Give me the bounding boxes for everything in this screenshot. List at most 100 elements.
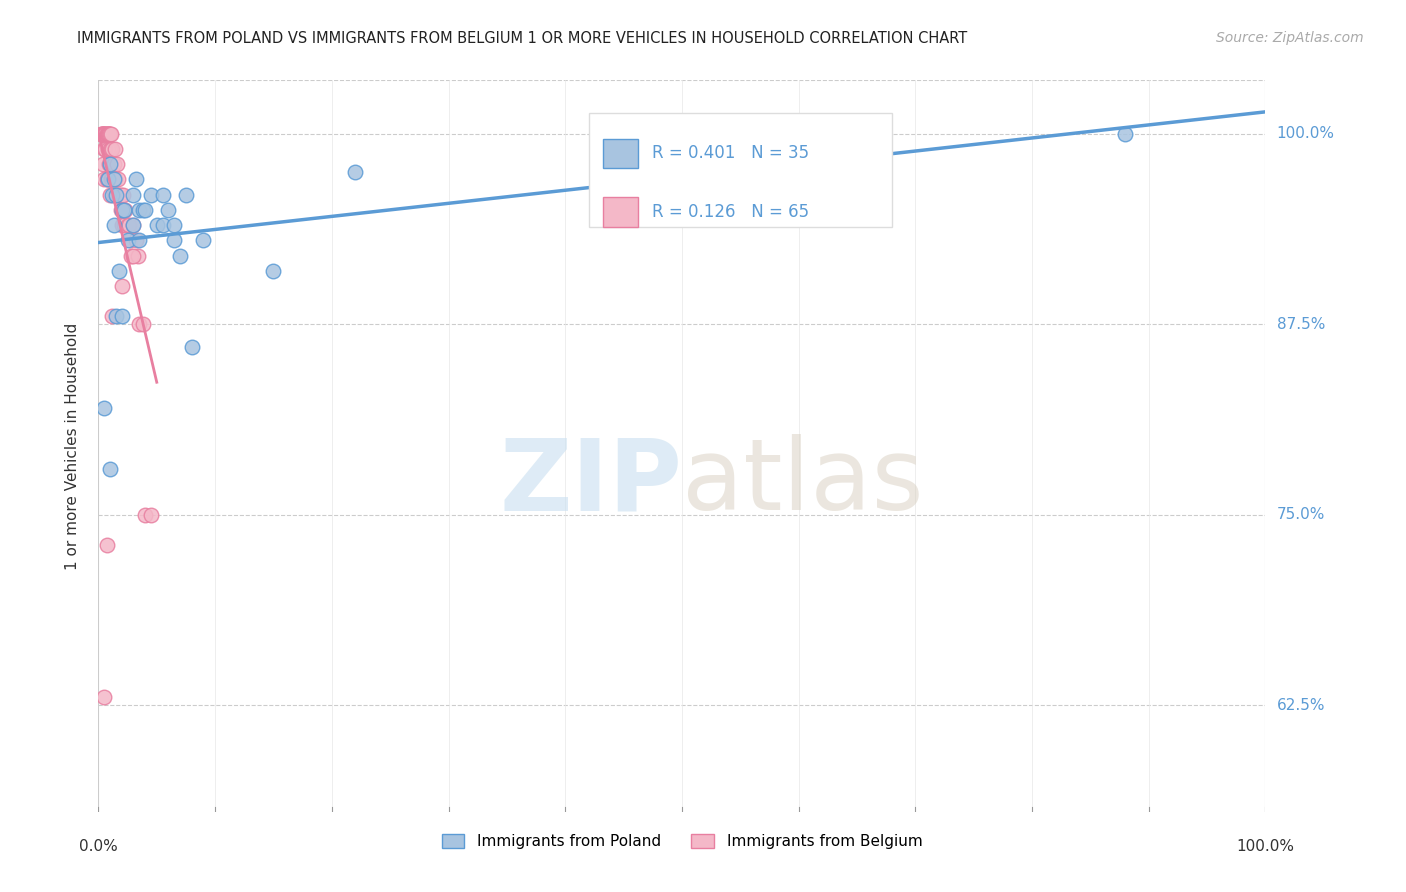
Text: Source: ZipAtlas.com: Source: ZipAtlas.com — [1216, 31, 1364, 45]
Point — [193, 233, 215, 247]
Point — [103, 157, 125, 171]
Point — [163, 218, 186, 232]
Point — [128, 317, 150, 331]
Point — [98, 187, 121, 202]
Point — [98, 462, 121, 476]
Point — [111, 218, 134, 232]
Text: R = 0.401   N = 35: R = 0.401 N = 35 — [651, 145, 808, 162]
Point — [103, 187, 125, 202]
Point — [134, 202, 156, 217]
Point — [93, 401, 115, 415]
Point — [104, 187, 127, 202]
Point — [91, 127, 114, 141]
Y-axis label: 1 or more Vehicles in Household: 1 or more Vehicles in Household — [65, 322, 80, 570]
Point — [108, 187, 131, 202]
Point — [127, 248, 149, 262]
Point — [97, 127, 120, 141]
Point — [344, 164, 367, 178]
Point — [97, 172, 120, 186]
Point — [118, 233, 141, 247]
Point — [93, 690, 115, 705]
Text: R = 0.126   N = 65: R = 0.126 N = 65 — [651, 203, 808, 221]
Point — [125, 172, 148, 186]
FancyBboxPatch shape — [589, 113, 891, 227]
Point — [132, 317, 155, 331]
Point — [97, 127, 120, 141]
Point — [112, 218, 135, 232]
Point — [125, 233, 148, 247]
Text: IMMIGRANTS FROM POLAND VS IMMIGRANTS FROM BELGIUM 1 OR MORE VEHICLES IN HOUSEHOL: IMMIGRANTS FROM POLAND VS IMMIGRANTS FRO… — [77, 31, 967, 46]
Point — [94, 142, 117, 156]
Point — [98, 142, 121, 156]
Point — [157, 202, 180, 217]
Point — [97, 157, 120, 171]
Point — [111, 202, 134, 217]
Text: 100.0%: 100.0% — [1236, 839, 1295, 855]
Point — [104, 172, 127, 186]
Text: 0.0%: 0.0% — [79, 839, 118, 855]
Point — [103, 172, 125, 186]
Point — [101, 142, 124, 156]
Point — [93, 127, 115, 141]
FancyBboxPatch shape — [603, 139, 637, 168]
Point — [139, 508, 162, 522]
Point — [163, 233, 186, 247]
Point — [117, 233, 139, 247]
Point — [100, 172, 122, 186]
Point — [98, 127, 121, 141]
Text: atlas: atlas — [682, 434, 924, 531]
Legend: Immigrants from Poland, Immigrants from Belgium: Immigrants from Poland, Immigrants from … — [436, 828, 928, 855]
Point — [169, 248, 191, 262]
Point — [97, 172, 120, 186]
Point — [122, 248, 145, 262]
Point — [100, 142, 122, 156]
Point — [104, 310, 127, 324]
Point — [94, 127, 117, 141]
Point — [96, 127, 118, 141]
Point — [134, 508, 156, 522]
Point — [97, 142, 120, 156]
Point — [101, 172, 124, 186]
Point — [180, 340, 202, 354]
Point — [96, 172, 118, 186]
Point — [101, 310, 124, 324]
Point — [110, 202, 132, 217]
Point — [93, 127, 115, 141]
Point — [139, 187, 162, 202]
Point — [100, 127, 122, 141]
Text: ZIP: ZIP — [499, 434, 682, 531]
Point — [91, 157, 114, 171]
Point — [118, 218, 141, 232]
Text: 100.0%: 100.0% — [1277, 126, 1334, 141]
FancyBboxPatch shape — [603, 197, 637, 227]
Point — [107, 172, 129, 186]
Point — [174, 187, 197, 202]
Point — [98, 157, 121, 171]
Point — [105, 157, 128, 171]
Point — [90, 127, 112, 141]
Point — [1114, 127, 1136, 141]
Text: 75.0%: 75.0% — [1277, 507, 1324, 522]
Point — [104, 187, 127, 202]
Point — [111, 187, 134, 202]
Point — [93, 142, 115, 156]
Point — [97, 127, 120, 141]
Point — [96, 538, 118, 552]
Point — [128, 233, 150, 247]
Point — [97, 127, 120, 141]
Point — [90, 127, 112, 141]
Point — [122, 218, 145, 232]
Point — [111, 202, 134, 217]
Point — [146, 218, 169, 232]
Point — [103, 218, 125, 232]
Point — [104, 142, 127, 156]
Point — [262, 264, 284, 278]
Point — [111, 310, 134, 324]
Point — [98, 157, 121, 171]
Point — [122, 187, 145, 202]
Point — [120, 248, 142, 262]
Text: 62.5%: 62.5% — [1277, 698, 1324, 713]
Point — [114, 202, 136, 217]
Point — [94, 127, 117, 141]
Text: 87.5%: 87.5% — [1277, 317, 1324, 332]
